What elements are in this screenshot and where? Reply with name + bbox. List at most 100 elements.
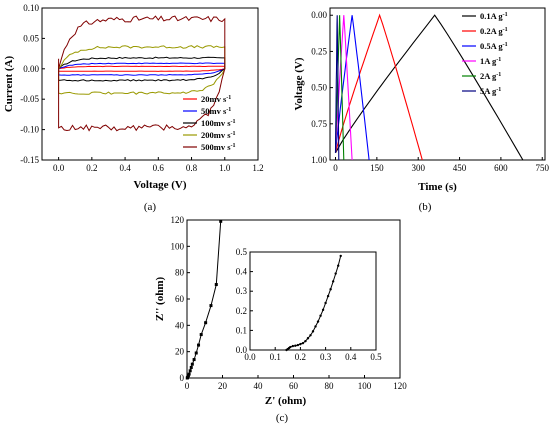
eis-point bbox=[219, 219, 223, 223]
eis-inset-point bbox=[337, 264, 340, 267]
gcd-ytick-label: 0.75 bbox=[311, 119, 327, 129]
cv-legend-label: 50mv s-1 bbox=[201, 106, 231, 116]
gcd-frame bbox=[329, 7, 546, 161]
eis-inset-frame bbox=[249, 251, 377, 351]
eis-point bbox=[209, 304, 213, 308]
gcd-xtick-label: 750 bbox=[535, 163, 549, 173]
eis-inset-ytick-label: 0.1 bbox=[236, 325, 247, 335]
eis-point bbox=[199, 333, 203, 337]
gcd-ytick-label: 0.50 bbox=[311, 83, 327, 93]
eis-xtick-label: 80 bbox=[325, 381, 335, 391]
gcd-series-line bbox=[335, 14, 524, 161]
eis-ytick-label: 100 bbox=[171, 241, 185, 251]
gcd-xtick-label: 150 bbox=[370, 163, 384, 173]
eis-point bbox=[197, 343, 201, 347]
cv-xtick-label: 0.4 bbox=[119, 163, 131, 173]
cv-xtick-label: 0.8 bbox=[186, 163, 198, 173]
cv-series-line bbox=[58, 62, 226, 76]
eis-xtick-label: 60 bbox=[289, 381, 299, 391]
eis-point bbox=[194, 351, 198, 355]
eis-inset-point bbox=[314, 325, 317, 328]
eis-xtick-label: 100 bbox=[358, 381, 372, 391]
gcd-series-line bbox=[334, 15, 340, 161]
eis-inset-point bbox=[334, 272, 337, 275]
eis-inset-point bbox=[306, 337, 310, 340]
gcd-ytick-label: 0.00 bbox=[311, 10, 327, 20]
eis-inset-point bbox=[311, 330, 315, 333]
eis-ytick-label: 60 bbox=[175, 294, 185, 304]
eis-inset-point bbox=[331, 280, 335, 283]
eis-inset-point bbox=[291, 344, 295, 348]
gcd-legend-label: 2A g-1 bbox=[480, 71, 501, 81]
eis-point bbox=[186, 374, 190, 378]
eis-inset-point bbox=[329, 288, 332, 291]
eis-inset-xtick-label: 0.1 bbox=[270, 352, 281, 362]
eis-inset-line bbox=[286, 255, 342, 351]
cv-xtick-label: 0.2 bbox=[86, 163, 97, 173]
eis-point bbox=[190, 362, 194, 366]
eis-point bbox=[204, 321, 208, 325]
gcd-xtick-label: 0 bbox=[333, 163, 338, 173]
eis-inset-point bbox=[316, 320, 320, 323]
cv-ytick-label: -0.05 bbox=[20, 94, 39, 104]
panel-label-b: (b) bbox=[419, 201, 432, 213]
eis-xtick-label: 0 bbox=[185, 381, 190, 391]
eis-inset-ytick-label: 0.0 bbox=[236, 345, 248, 355]
cv-x-axis-label: Voltage (V) bbox=[133, 179, 186, 191]
eis-inset-point bbox=[304, 339, 307, 343]
cv-xtick-label: 0.0 bbox=[53, 163, 65, 173]
gcd-legend-label: 0.2A g-1 bbox=[480, 26, 508, 36]
eis-inset-point bbox=[324, 301, 327, 305]
eis-ytick-label: 0 bbox=[180, 373, 185, 383]
eis-point bbox=[192, 358, 196, 362]
cv-series-line bbox=[58, 56, 226, 82]
gcd-legend-label: 0.5A g-1 bbox=[480, 41, 508, 51]
gcd-legend-label: 0.1A g-1 bbox=[480, 11, 508, 21]
cv-xtick-label: 0.6 bbox=[153, 163, 165, 173]
gcd-ytick-label: 0.25 bbox=[311, 46, 327, 56]
gcd-series-line bbox=[334, 13, 423, 161]
eis-y-axis-label: Z'' (ohm) bbox=[154, 277, 166, 322]
cv-y-axis-label: Current (A) bbox=[3, 56, 15, 113]
eis-point bbox=[214, 283, 218, 287]
cv-legend-label: 20mv s-1 bbox=[201, 94, 231, 104]
cv-ytick-label: 0.00 bbox=[23, 64, 39, 74]
eis-ytick-label: 40 bbox=[175, 320, 185, 330]
eis-point bbox=[189, 365, 193, 369]
cv-legend-label: 500mv s-1 bbox=[201, 142, 236, 152]
eis-xtick-label: 20 bbox=[218, 381, 228, 391]
gcd-ytick-label: 1.00 bbox=[311, 155, 327, 165]
eis-inset-point bbox=[319, 314, 322, 317]
gcd-x-axis-label: Time (s) bbox=[418, 181, 457, 193]
cv-legend-label: 200mv s-1 bbox=[201, 130, 236, 140]
eis-inset-point bbox=[309, 334, 312, 337]
gcd-xtick-label: 300 bbox=[411, 163, 425, 173]
gcd-legend-label: 5A g-1 bbox=[480, 86, 501, 96]
gcd-xtick-label: 450 bbox=[453, 163, 467, 173]
eis-x-axis-label: Z' (ohm) bbox=[265, 395, 307, 407]
eis-inset-point bbox=[294, 344, 297, 347]
cv-ytick-label: -0.15 bbox=[20, 155, 39, 165]
eis-inset-ytick-label: 0.4 bbox=[236, 267, 248, 277]
cv-series-line bbox=[58, 15, 226, 132]
eis-inset-point bbox=[301, 341, 305, 345]
eis-ytick-label: 20 bbox=[175, 347, 185, 357]
eis-inset-xtick-label: 0.0 bbox=[244, 352, 256, 362]
gcd-legend-label: 1A g-1 bbox=[480, 56, 501, 66]
eis-inset-xtick-label: 0.4 bbox=[345, 352, 357, 362]
gcd-series-line bbox=[334, 15, 370, 161]
cv-ytick-label: 0.05 bbox=[23, 33, 39, 43]
eis-series-line bbox=[186, 221, 222, 379]
cv-frame bbox=[41, 7, 259, 161]
eis-inset-xtick-label: 0.3 bbox=[320, 352, 332, 362]
eis-xtick-label: 40 bbox=[254, 381, 264, 391]
cv-ytick-label: -0.10 bbox=[20, 125, 39, 135]
gcd-series-line bbox=[334, 15, 345, 161]
panel-label-a: (a) bbox=[144, 201, 157, 213]
eis-inset-point bbox=[296, 343, 300, 347]
eis-inset-point bbox=[321, 308, 325, 312]
eis-inset-point bbox=[289, 345, 292, 349]
eis-point bbox=[188, 369, 192, 373]
eis-ytick-label: 120 bbox=[171, 215, 185, 225]
